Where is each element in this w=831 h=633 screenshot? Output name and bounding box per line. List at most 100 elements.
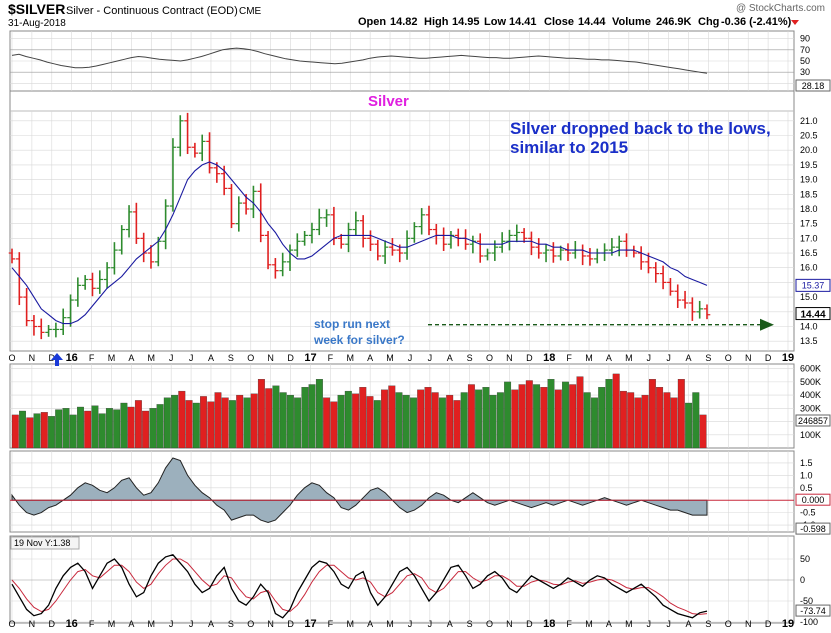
price-tick-label: 17.5 [800, 219, 818, 229]
down-triangle-icon [791, 20, 799, 25]
close-label: Close [544, 16, 574, 28]
volume-bar [482, 387, 490, 449]
volume-bar [84, 410, 92, 449]
volume-bar [156, 404, 164, 449]
x-tick-label: J [428, 353, 433, 363]
x-tick-label-bottom: D [49, 619, 56, 628]
volume-bar [598, 387, 606, 449]
volume-bar [294, 397, 302, 449]
volume-bar [395, 392, 403, 449]
x-tick-label-bottom: J [666, 619, 671, 628]
volume-bar [286, 394, 294, 449]
x-tick-label-bottom: 17 [304, 618, 316, 628]
volume-bar [236, 394, 244, 449]
macd-series [10, 457, 794, 524]
volume-bar [149, 408, 157, 449]
x-tick-label: 17 [304, 352, 316, 364]
x-tick-label: M [585, 353, 593, 363]
stochastic-tag-box [10, 536, 80, 550]
volume-bar [257, 379, 265, 449]
rsi-tick-label: 50 [800, 56, 810, 66]
x-tick-label: F [566, 353, 572, 363]
volume-value: 246.9K [656, 16, 692, 28]
volume-tick-label: 600K [800, 364, 821, 374]
volume-bar [40, 412, 48, 449]
x-tick-label-bottom: A [447, 619, 453, 628]
macd-value-box [795, 522, 831, 535]
last-price-box [795, 307, 831, 321]
x-tick-label-bottom: A [208, 619, 214, 628]
price-tick-label: 16.5 [800, 248, 818, 258]
volume-bar [511, 389, 519, 449]
rsi-series [11, 47, 708, 74]
volume-bar [569, 384, 577, 449]
x-tick-label: M [108, 353, 116, 363]
volume-bar [540, 387, 548, 449]
volume-bar [26, 417, 34, 449]
volume-bar [446, 394, 454, 449]
volume-bar [438, 397, 446, 449]
macd-tick-label: 1.5 [800, 458, 813, 468]
x-tick-label-bottom: J [428, 619, 433, 628]
volume-bar [424, 387, 432, 449]
x-tick-label-bottom: O [486, 619, 493, 628]
x-tick-label-bottom: M [386, 619, 394, 628]
x-tick-label-bottom: D [526, 619, 533, 628]
chg-value: -0.36 (-2.41%) [721, 16, 792, 28]
volume-last-value: 246857 [798, 416, 828, 426]
rsi-tick-label: 70 [800, 45, 810, 55]
volume-bar [533, 384, 541, 449]
volume-bar [388, 385, 396, 449]
x-tick-label: A [606, 353, 612, 363]
price-tick-label: 19.0 [800, 175, 818, 185]
x-tick-label-bottom: O [247, 619, 254, 628]
close-value: 14.44 [578, 16, 606, 28]
x-tick-label: A [367, 353, 373, 363]
volume-bar [634, 397, 642, 449]
x-tick-label: S [467, 353, 473, 363]
volume-bar [250, 393, 258, 449]
volume-bar [525, 380, 533, 449]
stochastic-tick-label: 50 [800, 554, 810, 564]
x-tick-label-bottom: 18 [543, 618, 555, 628]
volume-bar [663, 392, 671, 449]
price-tick-label: 20.5 [800, 131, 818, 141]
x-tick-label: N [29, 353, 36, 363]
volume-bar [562, 381, 569, 449]
volume-bar [178, 390, 186, 449]
volume-bar [11, 414, 19, 449]
open-label: Open [358, 16, 386, 28]
macd-panel-frame [9, 450, 795, 533]
x-tick-label: A [208, 353, 214, 363]
price-tick-label: 14.0 [800, 321, 818, 331]
price-panel-frame [9, 90, 795, 352]
exchange-label: CME [239, 6, 262, 17]
volume-bar [417, 389, 425, 449]
stochastic-series [11, 554, 708, 619]
rsi-tick-label: 30 [800, 67, 810, 77]
volume-bar [366, 396, 374, 449]
volume-bar [431, 392, 439, 449]
price-tick-label: 18.0 [800, 204, 818, 214]
x-tick-label: M [347, 353, 355, 363]
volume-bar [272, 385, 280, 449]
x-tick-label: A [128, 353, 134, 363]
volume-bar [648, 379, 656, 449]
volume-bar [69, 414, 77, 449]
watermark: @ StockCharts.com [736, 3, 825, 14]
x-tick-label: S [228, 353, 234, 363]
volume-bar [685, 402, 693, 449]
volume-bar [547, 379, 555, 449]
x-tick-label-bottom: N [29, 619, 36, 628]
x-tick-label: N [506, 353, 513, 363]
ma-value-box [795, 278, 831, 292]
x-tick-label-bottom: F [328, 619, 334, 628]
x-tick-label: D [526, 353, 533, 363]
x-tick-label-bottom: J [189, 619, 194, 628]
x-tick-label-bottom: N [506, 619, 513, 628]
volume-tick-label: 500K [800, 377, 821, 387]
stochastic-tag: 19 Nov Y:1.38 [14, 538, 70, 548]
x-tick-label: 19 [782, 352, 794, 364]
x-tick-label: J [666, 353, 671, 363]
